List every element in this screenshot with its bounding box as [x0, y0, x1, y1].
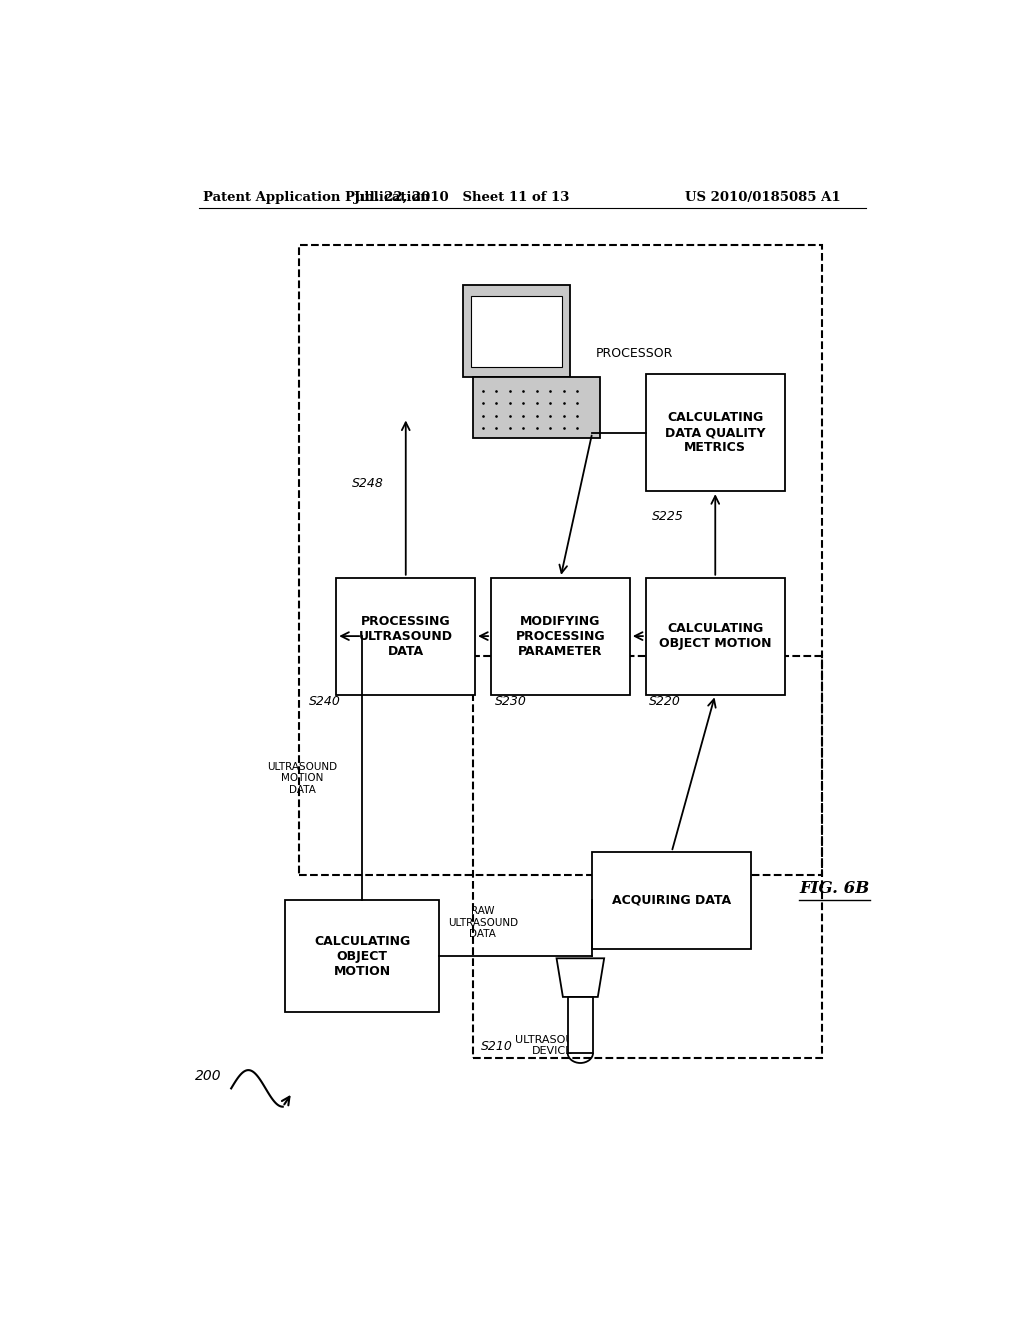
Text: S230: S230 — [495, 696, 526, 708]
FancyBboxPatch shape — [492, 578, 630, 694]
FancyBboxPatch shape — [592, 853, 751, 949]
Text: S270: S270 — [291, 1001, 323, 1012]
Text: RAW
ULTRASOUND
DATA: RAW ULTRASOUND DATA — [447, 906, 518, 940]
FancyBboxPatch shape — [463, 285, 570, 378]
Text: ULTRASOUND
DEVICE: ULTRASOUND DEVICE — [515, 1035, 590, 1056]
FancyBboxPatch shape — [646, 578, 784, 694]
Text: PROCESSOR: PROCESSOR — [596, 347, 674, 360]
Text: S220: S220 — [649, 696, 681, 708]
FancyBboxPatch shape — [646, 375, 784, 491]
Polygon shape — [567, 997, 593, 1053]
FancyBboxPatch shape — [471, 296, 562, 367]
Text: MODIFYING
PROCESSING
PARAMETER: MODIFYING PROCESSING PARAMETER — [516, 615, 605, 657]
Text: CALCULATING
DATA QUALITY
METRICS: CALCULATING DATA QUALITY METRICS — [665, 412, 766, 454]
Text: US 2010/0185085 A1: US 2010/0185085 A1 — [685, 191, 841, 205]
Text: S248: S248 — [352, 477, 384, 490]
FancyBboxPatch shape — [336, 578, 475, 694]
Polygon shape — [556, 958, 604, 997]
Text: CALCULATING
OBJECT
MOTION: CALCULATING OBJECT MOTION — [314, 935, 411, 978]
Text: ULTRASOUND
MOTION
DATA: ULTRASOUND MOTION DATA — [267, 762, 338, 795]
Text: 200: 200 — [195, 1069, 221, 1084]
Text: PROCESSING
ULTRASOUND
DATA: PROCESSING ULTRASOUND DATA — [358, 615, 453, 657]
Text: S240: S240 — [309, 696, 341, 708]
Text: Patent Application Publication: Patent Application Publication — [204, 191, 430, 205]
Text: FIG. 6B: FIG. 6B — [799, 879, 869, 896]
Text: Jul. 22, 2010   Sheet 11 of 13: Jul. 22, 2010 Sheet 11 of 13 — [353, 191, 569, 205]
Text: ACQUIRING DATA: ACQUIRING DATA — [612, 894, 731, 907]
Text: S225: S225 — [652, 510, 684, 523]
FancyBboxPatch shape — [473, 378, 600, 438]
FancyBboxPatch shape — [285, 900, 439, 1012]
Text: S210: S210 — [481, 1040, 513, 1053]
Text: CALCULATING
OBJECT MOTION: CALCULATING OBJECT MOTION — [659, 622, 771, 651]
